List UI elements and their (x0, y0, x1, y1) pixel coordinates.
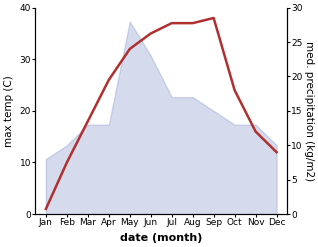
X-axis label: date (month): date (month) (120, 233, 203, 243)
Y-axis label: med. precipitation (kg/m2): med. precipitation (kg/m2) (304, 41, 314, 181)
Y-axis label: max temp (C): max temp (C) (4, 75, 14, 147)
